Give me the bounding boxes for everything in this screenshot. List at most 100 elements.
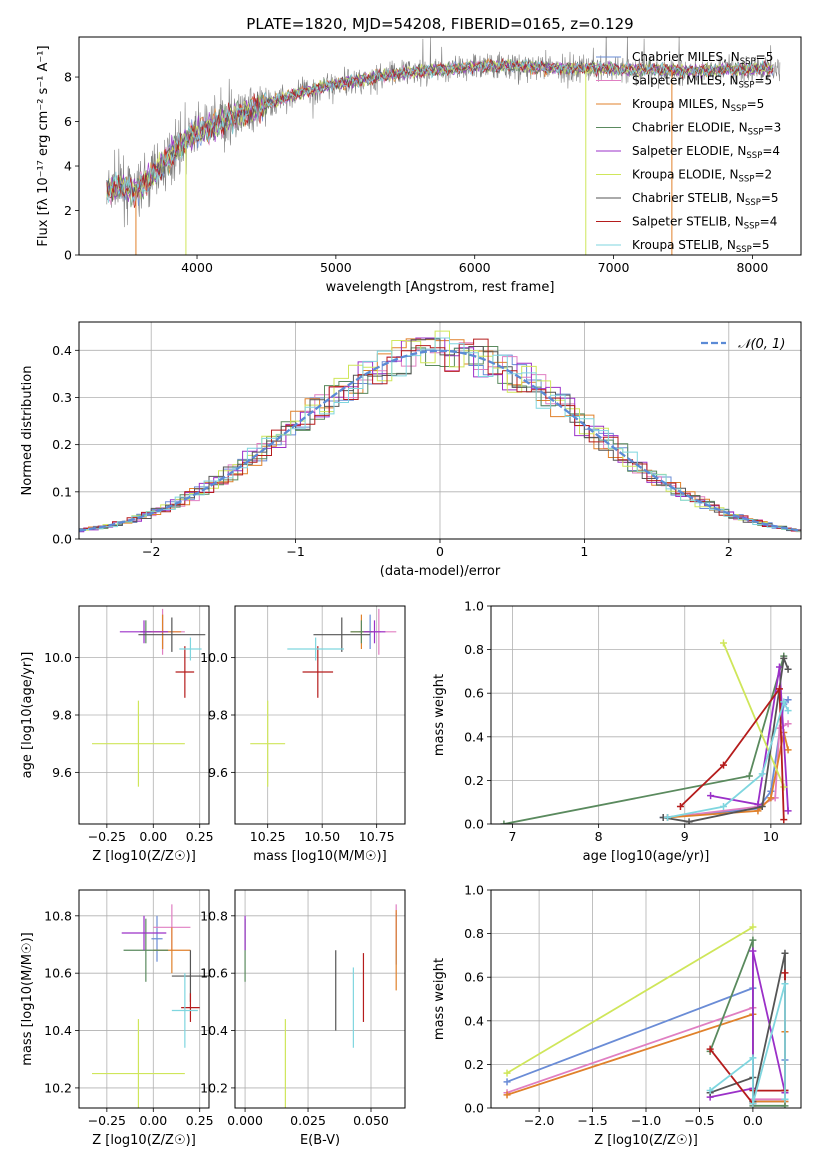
y-tick-label: 0.1	[52, 484, 72, 499]
x-tick-label: −1	[286, 544, 304, 559]
weight-marker	[781, 1095, 789, 1103]
errorbars	[92, 608, 206, 787]
legend-label-text: Salpeter ELODIE, N	[632, 144, 746, 158]
weight-marker	[780, 698, 788, 706]
x-axis-label: wavelength [Angstrom, rest frame]	[326, 280, 555, 295]
legend-label-text: Chabrier STELIB, N	[632, 191, 745, 205]
weight-marker	[720, 803, 727, 811]
y-tick-label: 10.0	[200, 650, 228, 665]
legend-label-suffix: =5	[761, 191, 779, 205]
x-tick-label: −2.0	[524, 1113, 554, 1128]
residual-histogram	[79, 338, 801, 533]
y-tick-label: 2	[64, 203, 72, 218]
weight-marker	[780, 816, 788, 824]
y-tick-label: 10.0	[44, 650, 72, 665]
legend-label-sub: SSP	[739, 175, 755, 185]
legend-label-text: Chabrier MILES, N	[632, 50, 740, 64]
errorbars	[92, 904, 209, 1108]
legend-label-suffix: =4	[760, 215, 778, 229]
weight-marker	[706, 1045, 714, 1053]
legend-label-suffix: =3	[764, 121, 782, 135]
y-tick-label: 10.4	[44, 1023, 72, 1038]
weight-line	[506, 926, 754, 1074]
y-tick-label: 6	[64, 114, 72, 129]
legend-label-text: Chabrier ELODIE, N	[632, 121, 748, 135]
y-tick-label: 9.6	[52, 765, 72, 780]
weight-marker	[749, 947, 757, 955]
weight-marker	[767, 794, 775, 802]
axes-frame	[78, 605, 210, 825]
mass_vs_Z-panel: −0.25 0.00 0.25 10.2 10.4 10.6 10.8 Z [log10(Z/…	[20, 889, 214, 1148]
legend-label: 𝒩(0, 1)	[738, 337, 785, 352]
y-tick-label: 10.2	[200, 1080, 228, 1095]
legend-label-suffix: =5	[754, 74, 772, 88]
y-tick-label: 0.3	[52, 390, 72, 405]
model-spectrum	[106, 58, 774, 203]
weight-marker	[758, 803, 766, 811]
axes-frame	[78, 889, 210, 1109]
weight-line	[709, 972, 786, 1107]
y-tick-label: 9.8	[52, 708, 72, 723]
weight-marker	[784, 696, 792, 704]
weight-line	[679, 686, 785, 820]
y-tick-label: 0.2	[52, 437, 72, 452]
residual-histogram	[79, 338, 801, 533]
y-tick-label: 9.6	[208, 765, 228, 780]
x-tick-label: 10.50	[304, 829, 340, 844]
y-tick-label: 0.0	[464, 817, 484, 832]
weight-marker	[775, 685, 783, 693]
legend-label-sub: SSP	[736, 245, 752, 255]
weight-marker	[781, 949, 789, 957]
legend-label: Kroupa STELIB, NSSP=5	[632, 238, 770, 255]
y-tick-label: 0.6	[464, 686, 484, 701]
weight-marker	[784, 746, 792, 754]
weight-line	[709, 950, 786, 1098]
x-tick-label: 10	[763, 829, 779, 844]
y-tick-label: 10.6	[44, 966, 72, 981]
x-tick-label: 0	[436, 544, 444, 559]
weight-marker	[706, 1087, 714, 1095]
weight-marker	[775, 724, 783, 732]
weight-marker	[720, 639, 727, 647]
legend-label-text: Kroupa STELIB, N	[632, 238, 736, 252]
x-tick-label: 2	[725, 544, 733, 559]
legend-label-suffix: =5	[747, 97, 765, 111]
x-tick-label: 0.025	[290, 1113, 326, 1128]
y-tick-label: 0.0	[52, 532, 72, 547]
legend-label-sub: SSP	[731, 104, 747, 114]
x-tick-label: −0.25	[88, 829, 126, 844]
errorbars	[250, 608, 397, 787]
spectrum-panel: 4000 5000 6000 7000 8000 0 2 4 6 8 wavelength [Ang…	[36, 36, 802, 295]
x-axis-label: age [log10(age/yr)]	[583, 849, 710, 864]
axes-frame	[234, 605, 406, 825]
x-tick-label: 0.00	[139, 1113, 167, 1128]
weight-line	[710, 666, 789, 811]
y-tick-label: 0.2	[464, 1057, 484, 1072]
x-tick-label: 0.0	[743, 1113, 763, 1128]
legend-label-suffix: =2	[754, 168, 772, 182]
residual-histogram	[79, 337, 801, 532]
weight-marker	[745, 772, 753, 780]
histograms	[79, 330, 801, 533]
weight-marker	[664, 813, 672, 821]
legend-label-sub: SSP	[748, 128, 764, 138]
mass_vs_ebv-panel: 0.000 0.025 0.050 10.2 10.4 10.6 10.8 E(B-V)	[200, 889, 406, 1148]
legend-label-sub: SSP	[745, 198, 761, 208]
weight-marker	[784, 720, 792, 728]
x-tick-label: 6000	[459, 260, 491, 275]
x-tick-label: 8	[595, 829, 603, 844]
weight-marker	[685, 818, 693, 824]
weight-lines	[500, 639, 792, 824]
y-tick-label: 9.8	[208, 708, 228, 723]
x-tick-label: 10.75	[359, 829, 395, 844]
x-axis-label: Z [log10(Z/Z☉)]	[92, 1133, 196, 1148]
weight-marker	[503, 1091, 511, 1099]
legend-label: Kroupa MILES, NSSP=5	[632, 97, 764, 114]
legend-label-suffix: =5	[756, 50, 774, 64]
x-axis-label: E(B-V)	[300, 1133, 340, 1148]
x-tick-label: −0.5	[684, 1113, 714, 1128]
weight-marker	[500, 820, 508, 824]
x-tick-label: 7000	[598, 260, 630, 275]
y-tick-label: 10.4	[200, 1023, 228, 1038]
